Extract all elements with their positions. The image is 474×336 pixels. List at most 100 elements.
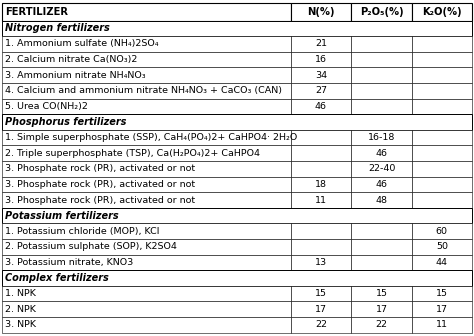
Text: 3. Potassium nitrate, KNO3: 3. Potassium nitrate, KNO3 [5,258,134,267]
Bar [412,223,472,239]
Bar [351,145,412,161]
Bar [291,317,351,333]
Text: 15: 15 [375,289,388,298]
Text: 46: 46 [315,102,327,111]
Text: 2. Calcium nitrate Ca(NO₃)2: 2. Calcium nitrate Ca(NO₃)2 [5,55,137,64]
Bar [351,301,412,317]
Bar [351,177,412,193]
Text: 22-40: 22-40 [368,164,395,173]
Bar [351,223,412,239]
Text: 15: 15 [315,289,327,298]
Bar [291,223,351,239]
Bar [2,161,291,177]
Bar [412,161,472,177]
Text: 48: 48 [375,196,388,205]
Text: Complex fertilizers: Complex fertilizers [5,273,109,283]
Bar [291,255,351,270]
Text: 46: 46 [375,149,388,158]
Text: 3. Phosphate rock (PR), activated or not: 3. Phosphate rock (PR), activated or not [5,164,195,173]
Text: 60: 60 [436,226,448,236]
Text: 34: 34 [315,71,327,80]
Bar [351,193,412,208]
Bar [412,317,472,333]
Text: 17: 17 [436,304,448,313]
Bar [291,130,351,145]
Bar [412,130,472,145]
Bar [351,286,412,301]
Bar [412,36,472,51]
Bar [412,51,472,67]
Text: 1. Ammonium sulfate (NH₄)2SO₄: 1. Ammonium sulfate (NH₄)2SO₄ [5,39,159,48]
Text: 2. NPK: 2. NPK [5,304,36,313]
Bar [412,67,472,83]
Text: 27: 27 [315,86,327,95]
Bar [291,301,351,317]
Bar [412,255,472,270]
Bar [412,99,472,114]
Bar [2,255,291,270]
Bar [2,301,291,317]
Bar [2,99,291,114]
Text: 11: 11 [436,320,448,329]
Text: 3. Ammonium nitrate NH₄NO₃: 3. Ammonium nitrate NH₄NO₃ [5,71,146,80]
Bar [291,239,351,255]
Bar [412,145,472,161]
Text: N(%): N(%) [307,7,335,17]
Bar [2,21,472,36]
Bar [412,177,472,193]
Bar [412,286,472,301]
Text: 2. Triple superphosphate (TSP), Ca(H₂PO₄)2+ CaHPO4: 2. Triple superphosphate (TSP), Ca(H₂PO₄… [5,149,260,158]
Text: Potassium fertilizers: Potassium fertilizers [5,211,119,221]
Bar [291,161,351,177]
Bar [291,51,351,67]
Bar [351,239,412,255]
Text: 22: 22 [375,320,388,329]
Text: 18: 18 [315,180,327,189]
Text: 5. Urea CO(NH₂)2: 5. Urea CO(NH₂)2 [5,102,88,111]
Text: 2. Potassium sulphate (SOP), K2SO4: 2. Potassium sulphate (SOP), K2SO4 [5,242,177,251]
Bar [2,114,472,130]
Text: 13: 13 [315,258,327,267]
Bar [291,36,351,51]
Bar [291,83,351,99]
Bar [2,3,291,21]
Bar [291,67,351,83]
Bar [291,286,351,301]
Text: 17: 17 [315,304,327,313]
Bar [291,145,351,161]
Text: 3. Phosphate rock (PR), activated or not: 3. Phosphate rock (PR), activated or not [5,180,195,189]
Bar [412,301,472,317]
Bar [351,161,412,177]
Text: 1. Potassium chloride (MOP), KCl: 1. Potassium chloride (MOP), KCl [5,226,160,236]
Bar [291,177,351,193]
Bar [351,317,412,333]
Bar [2,223,291,239]
Bar [2,317,291,333]
Bar [2,145,291,161]
Bar [2,51,291,67]
Bar [351,99,412,114]
Text: P₂O₅(%): P₂O₅(%) [360,7,403,17]
Text: 15: 15 [436,289,448,298]
Text: 46: 46 [375,180,388,189]
Bar [351,67,412,83]
Bar [2,67,291,83]
Text: 3. NPK: 3. NPK [5,320,36,329]
Bar [351,3,412,21]
Text: 1. Simple superphosphate (SSP), CaH₄(PO₄)2+ CaHPO4· 2H₂O: 1. Simple superphosphate (SSP), CaH₄(PO₄… [5,133,298,142]
Text: Phosphorus fertilizers: Phosphorus fertilizers [5,117,127,127]
Bar [2,270,472,286]
Bar [351,51,412,67]
Bar [2,239,291,255]
Text: 22: 22 [315,320,327,329]
Bar [2,193,291,208]
Bar [2,130,291,145]
Text: 11: 11 [315,196,327,205]
Text: FERTILIZER: FERTILIZER [5,7,68,17]
Text: 50: 50 [436,242,448,251]
Text: 1. NPK: 1. NPK [5,289,36,298]
Bar [351,255,412,270]
Text: 16: 16 [315,55,327,64]
Bar [2,177,291,193]
Bar [412,239,472,255]
